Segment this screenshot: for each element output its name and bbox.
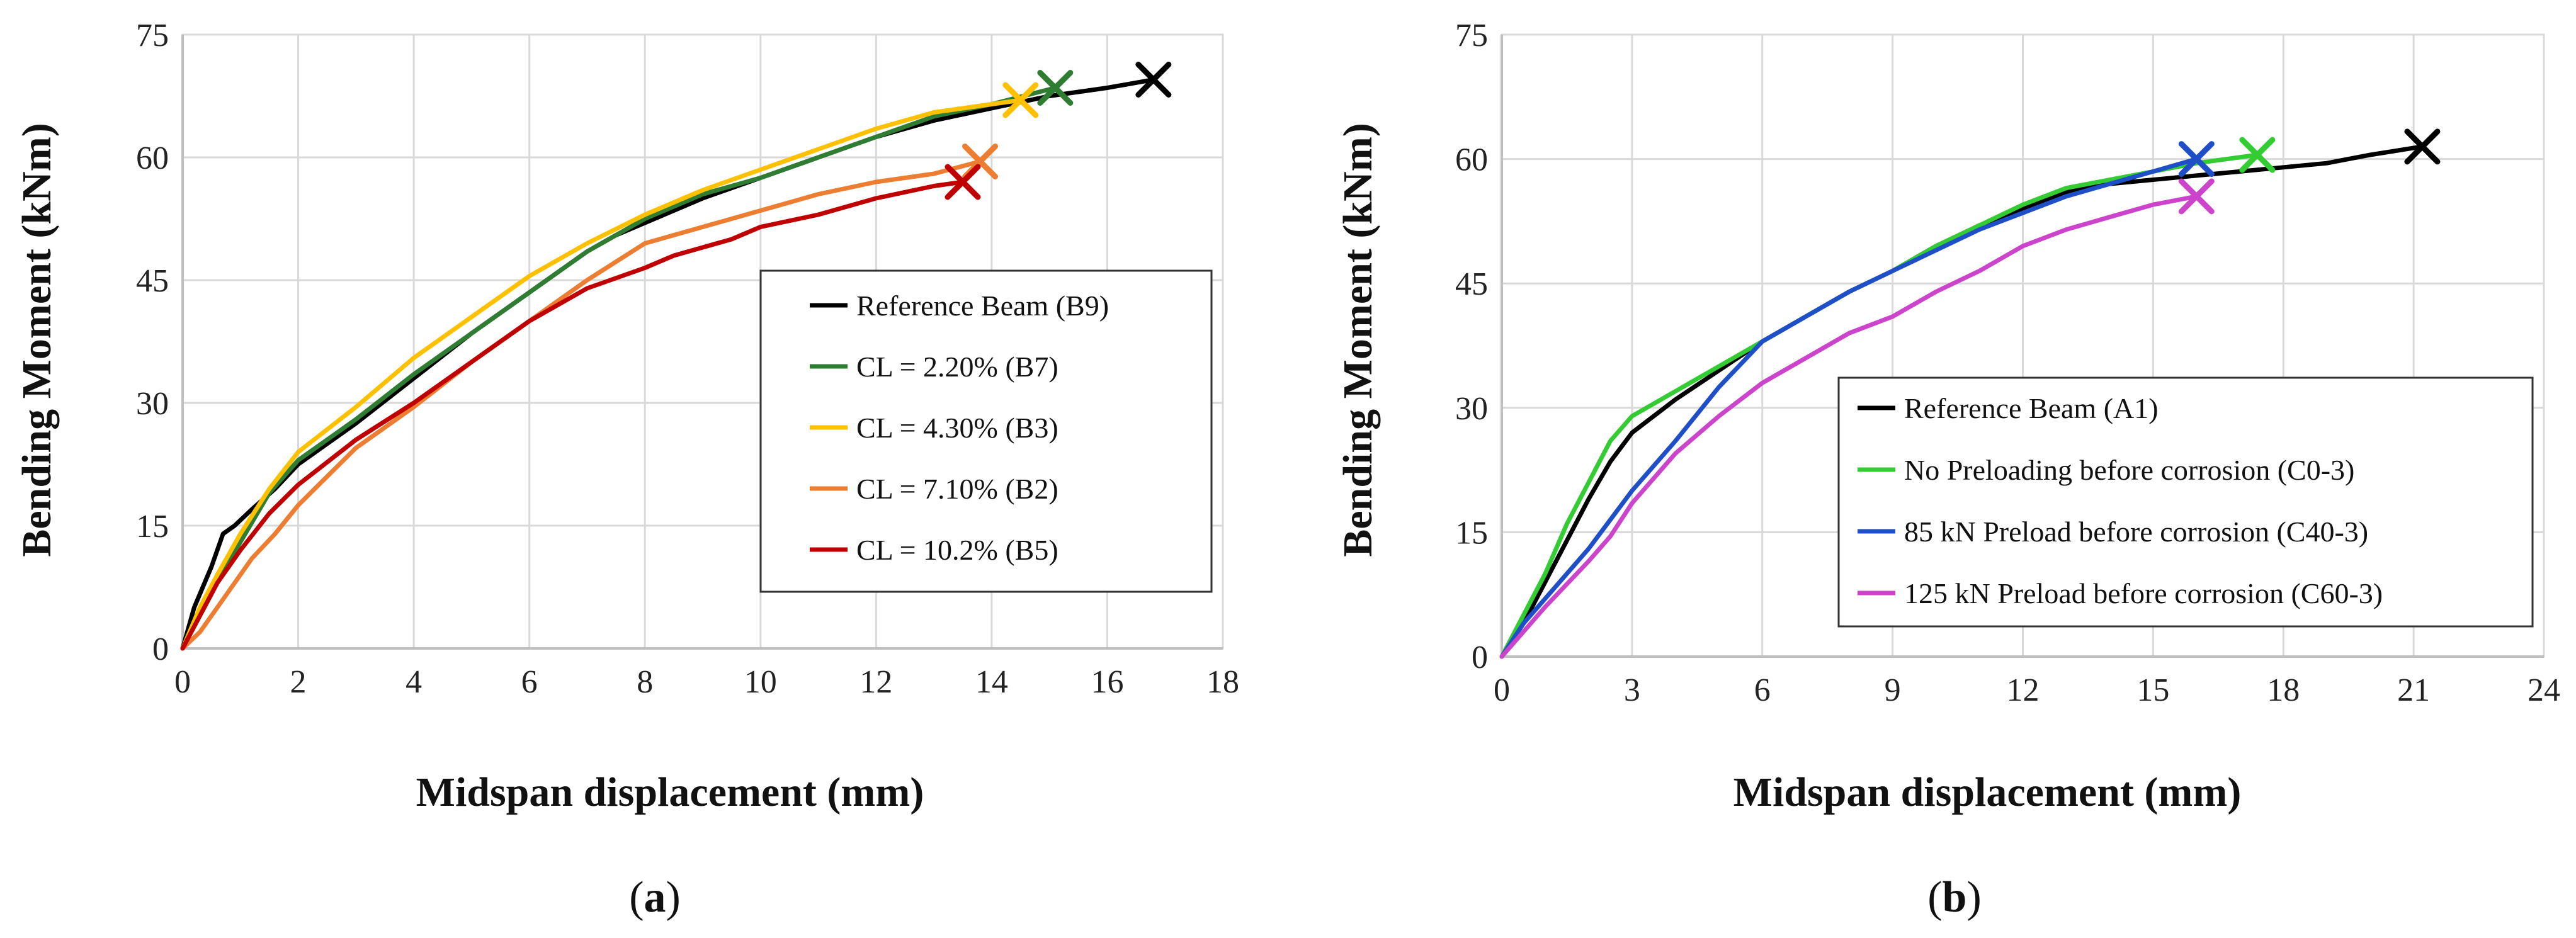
tick-labels-a: 0 2 4 6 8 10 12 14 16 18 0 15 30 45 60 75 [136,18,1239,700]
x-tick-label-a: 10 [744,664,777,700]
x-tick-label-a: 4 [406,664,422,700]
x-tick-label-b: 18 [2267,672,2300,708]
end-markers-a [945,62,1172,200]
legend-entry-b-0: Reference Beam (A1) [1858,392,2159,424]
end-marker-a-2 [1002,82,1039,118]
y-tick-label-b: 30 [1455,391,1488,427]
legend-entry-b-1: No Preloading before corrosion (C0-3) [1858,454,2354,486]
end-marker-b-2 [2178,141,2215,178]
legend-box-b [1837,376,2534,628]
chart-panel-b: 0 3 6 9 12 15 18 21 24 0 15 30 45 60 75 Midspan displa… [1335,18,2560,922]
legend-label: No Preloading before corrosion (C0-3) [1904,454,2354,486]
x-tick-label-b: 24 [2528,672,2560,708]
end-markers-b [2178,128,2441,215]
chart-panel-a: 0 2 4 6 8 10 12 14 16 18 0 15 30 45 60 75 Midspan displ… [14,18,1239,922]
legend-entry-a-1: CL = 2.20% (B7) [810,351,1058,383]
x-tick-label-a: 2 [290,664,307,700]
x-tick-label-a: 0 [174,664,191,700]
legend-entry-a-0: Reference Beam (B9) [810,290,1109,322]
y-axis-title-a: Bending Moment (kNm) [14,123,60,557]
x-tick-label-b: 15 [2136,672,2169,708]
x-tick-label-b: 6 [1754,672,1771,708]
legend-entry-b-2: 85 kN Preload before corrosion (C40-3) [1858,516,2368,548]
x-tick-label-a: 16 [1091,664,1123,700]
series-line-b-2 [1499,157,2199,659]
legend-label: Reference Beam (B9) [856,290,1109,322]
legend-label: Reference Beam (A1) [1904,392,2159,424]
legend-box-a [759,269,1213,593]
y-tick-label-b: 75 [1455,18,1488,54]
panel-label-a: (a) [629,873,681,922]
y-tick-label-a: 60 [136,140,169,176]
legend-entry-b-3: 125 kN Preload before corrosion (C60-3) [1858,577,2383,609]
series-line-a-1 [180,86,1058,651]
x-tick-label-b: 3 [1624,672,1640,708]
panel-label-b: (b) [1927,873,1982,922]
x-axis-title-a: Midspan displacement (mm) [416,769,924,815]
y-tick-label-a: 0 [152,631,169,667]
series-layer-a [180,77,1156,651]
series-line-a-2 [180,98,1023,651]
legend-entry-a-3: CL = 7.10% (B2) [810,473,1058,505]
series-line-a-4 [180,179,965,651]
end-marker-a-4 [945,164,981,200]
y-tick-label-b: 0 [1472,640,1488,675]
x-tick-label-a: 12 [860,664,892,700]
y-tick-label-a: 45 [136,263,169,299]
end-marker-b-0 [2404,128,2441,165]
legend-label: CL = 4.30% (B3) [856,412,1058,444]
x-axis-title-b: Midspan displacement (mm) [1733,769,2242,815]
tick-labels-b: 0 3 6 9 12 15 18 21 24 0 15 30 45 60 75 [1455,18,2560,708]
end-marker-a-0 [1135,62,1172,98]
y-tick-label-a: 15 [136,509,169,545]
x-tick-label-b: 0 [1494,672,1510,708]
legend-label: 125 kN Preload before corrosion (C60-3) [1904,577,2383,609]
y-tick-label-b: 15 [1455,515,1488,551]
y-tick-label-b: 60 [1455,142,1488,178]
legend-a: Reference Beam (B9) CL = 2.20% (B7) CL = 4… [759,269,1213,593]
legend-label: CL = 10.2% (B5) [856,534,1058,566]
x-tick-label-a: 6 [521,664,538,700]
legend-label: CL = 7.10% (B2) [856,473,1058,505]
series-line-b-3 [1499,194,2199,659]
legend-entry-a-2: CL = 4.30% (B3) [810,412,1058,444]
end-marker-b-1 [2239,137,2276,173]
legend-label: 85 kN Preload before corrosion (C40-3) [1904,516,2368,548]
legend-entry-a-4: CL = 10.2% (B5) [810,534,1058,566]
legend-b: Reference Beam (A1) No Preloading before … [1837,376,2534,628]
x-tick-label-b: 9 [1885,672,1901,708]
x-tick-label-a: 18 [1206,664,1239,700]
end-marker-a-1 [1037,70,1074,106]
x-tick-label-a: 8 [637,664,653,700]
y-axis-title-b: Bending Moment (kNm) [1335,123,1381,557]
x-tick-label-a: 14 [975,664,1008,700]
x-tick-label-b: 21 [2397,672,2430,708]
y-tick-label-a: 30 [136,386,169,422]
y-tick-label-a: 75 [136,18,169,54]
y-tick-label-b: 45 [1455,266,1488,302]
legend-label: CL = 2.20% (B7) [856,351,1058,383]
x-tick-label-b: 12 [2007,672,2040,708]
end-marker-b-3 [2178,178,2215,215]
